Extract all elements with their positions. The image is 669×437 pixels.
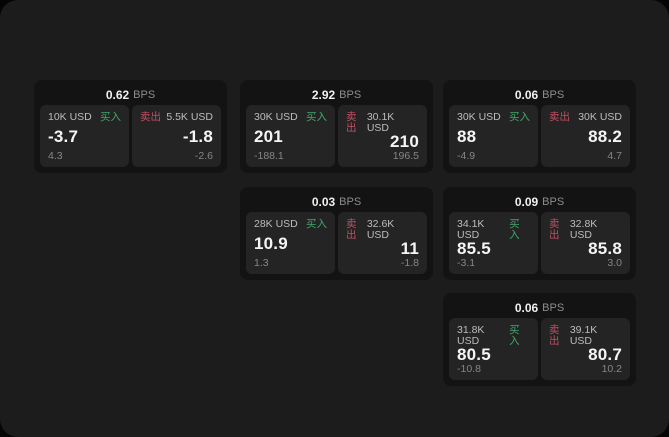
sell-amount: 30.1K USD	[366, 111, 395, 134]
bps-value: 0.06	[514, 88, 539, 102]
bps-unit: BPS	[339, 196, 362, 208]
sell-panel[interactable]: 卖出 32.6K USD 11 -1.8	[338, 212, 427, 274]
bps-header: 2.92 BPS	[246, 85, 427, 105]
buy-amount: 30K USD	[457, 111, 501, 123]
sell-panel[interactable]: 卖出 39.1K USD 80.7 10.2	[541, 318, 630, 380]
quote-card-6: 0.06 BPS 31.8K USD 买入 80.5 -10.8 卖出 39.1…	[443, 293, 636, 386]
sell-panel[interactable]: 卖出 30K USD 88.2 4.7	[541, 105, 630, 167]
quote-card-5: 0.09 BPS 34.1K USD 买入 85.5 -3.1 卖出 32.8K…	[443, 187, 636, 280]
sell-label: 卖出	[346, 218, 357, 241]
buy-amount: 30K USD	[254, 111, 298, 123]
buy-panel[interactable]: 31.8K USD 买入 80.5 -10.8	[449, 318, 538, 380]
buy-panel[interactable]: 30K USD 买入 201 -188.1	[246, 105, 335, 167]
quote-card-2: 2.92 BPS 30K USD 买入 201 -188.1 卖出 30.1K …	[240, 80, 433, 173]
sell-sub-value: 10.2	[601, 362, 622, 375]
bps-value: 2.92	[311, 88, 336, 102]
sell-label: 卖出	[549, 324, 560, 347]
bps-unit: BPS	[542, 302, 565, 314]
sell-sub-value: -2.6	[194, 149, 213, 162]
buy-price: -3.7	[48, 127, 79, 146]
buy-label: 买入	[306, 111, 327, 123]
buy-sub-value: -10.8	[457, 362, 481, 375]
sell-sub-value: 4.7	[607, 149, 622, 162]
sell-amount: 32.6K USD	[366, 218, 395, 241]
bps-value: 0.09	[514, 195, 539, 209]
quote-card-4: 0.03 BPS 28K USD 买入 10.9 1.3 卖出 32.6K US…	[240, 187, 433, 280]
sell-label: 卖出	[549, 218, 560, 241]
buy-amount: 34.1K USD	[457, 218, 485, 241]
bps-header: 0.06 BPS	[449, 298, 630, 318]
sell-amount: 30K USD	[578, 111, 622, 123]
sell-price: 85.8	[588, 239, 622, 259]
buy-amount: 31.8K USD	[457, 324, 485, 347]
quote-card-1: 0.62 BPS 10K USD 买入 -3.7 4.3 卖出 5.5K USD…	[34, 80, 227, 173]
buy-label: 买入	[100, 111, 121, 123]
buy-label: 买入	[509, 111, 530, 123]
sell-price: 210	[390, 132, 419, 152]
bps-unit: BPS	[542, 89, 565, 101]
buy-label: 买入	[509, 218, 520, 241]
sell-amount: 32.8K USD	[569, 218, 598, 241]
buy-sub-value: -4.9	[457, 149, 476, 162]
sell-amount: 5.5K USD	[166, 111, 213, 123]
bps-header: 0.06 BPS	[449, 85, 630, 105]
bps-value: 0.06	[514, 301, 539, 315]
bps-value: 0.62	[105, 88, 130, 102]
sell-panel[interactable]: 卖出 5.5K USD -1.8 -2.6	[132, 105, 221, 167]
buy-sub-value: 4.3	[48, 149, 63, 162]
sell-panel[interactable]: 卖出 30.1K USD 210 196.5	[338, 105, 427, 167]
buy-price: 88	[457, 127, 477, 146]
sell-label: 卖出	[346, 111, 357, 134]
buy-price: 80.5	[457, 345, 491, 365]
buy-amount: 28K USD	[254, 218, 298, 230]
buy-sub-value: 1.3	[254, 256, 269, 269]
bps-header: 0.62 BPS	[40, 85, 221, 105]
sell-sub-value: -1.8	[400, 256, 419, 269]
sell-amount: 39.1K USD	[569, 324, 598, 347]
buy-price: 10.9	[254, 234, 288, 253]
bps-value: 0.03	[311, 195, 336, 209]
buy-panel[interactable]: 28K USD 买入 10.9 1.3	[246, 212, 335, 274]
quote-card-3: 0.06 BPS 30K USD 买入 88 -4.9 卖出 30K USD 8…	[443, 80, 636, 173]
bps-unit: BPS	[339, 89, 362, 101]
sell-price: 88.2	[588, 127, 622, 146]
buy-price: 201	[254, 127, 283, 146]
buy-amount: 10K USD	[48, 111, 92, 123]
bps-unit: BPS	[133, 89, 156, 101]
buy-label: 买入	[306, 218, 327, 230]
buy-panel[interactable]: 34.1K USD 买入 85.5 -3.1	[449, 212, 538, 274]
buy-label: 买入	[509, 324, 520, 347]
sell-price: -1.8	[182, 127, 213, 146]
sell-sub-value: 196.5	[392, 149, 419, 162]
sell-label: 卖出	[140, 111, 161, 123]
sell-price: 80.7	[588, 345, 622, 365]
buy-sub-value: -3.1	[457, 256, 476, 269]
bps-unit: BPS	[542, 196, 565, 208]
buy-panel[interactable]: 30K USD 买入 88 -4.9	[449, 105, 538, 167]
buy-panel[interactable]: 10K USD 买入 -3.7 4.3	[40, 105, 129, 167]
sell-price: 11	[400, 239, 419, 259]
bps-header: 0.03 BPS	[246, 192, 427, 212]
sell-panel[interactable]: 卖出 32.8K USD 85.8 3.0	[541, 212, 630, 274]
bps-header: 0.09 BPS	[449, 192, 630, 212]
sell-sub-value: 3.0	[607, 256, 622, 269]
sell-label: 卖出	[549, 111, 570, 123]
buy-sub-value: -188.1	[254, 149, 284, 162]
buy-price: 85.5	[457, 239, 491, 259]
